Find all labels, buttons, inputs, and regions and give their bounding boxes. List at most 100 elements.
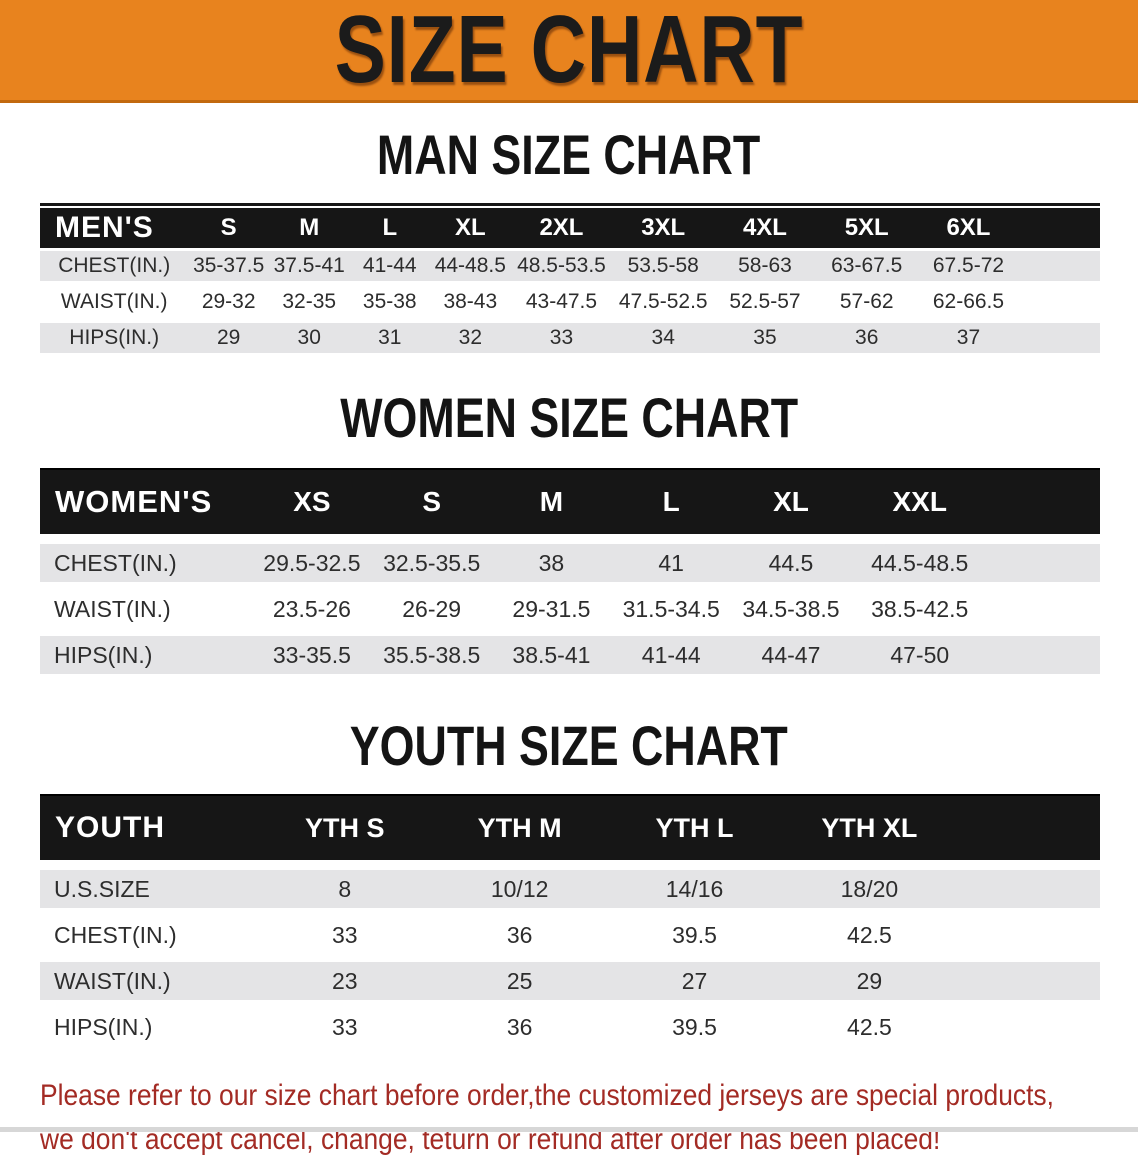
size-value: 32: [430, 320, 511, 356]
size-value: 44-47: [731, 632, 851, 678]
measure-label: HIPS(IN.): [40, 320, 189, 356]
size-value: 62-66.5: [917, 284, 1020, 320]
table-title-cell: WOMEN'S: [40, 468, 253, 540]
size-value: 18/20: [781, 866, 957, 912]
size-column-header: 6XL: [917, 206, 1020, 248]
size-value: 35-38: [349, 284, 431, 320]
spacer-cell: [956, 866, 1100, 912]
spacer-cell: [988, 632, 1100, 678]
size-column-header: XS: [252, 468, 372, 540]
size-value: 37: [917, 320, 1020, 356]
disclaimer-line-2: we don't accept cancel, change, teturn o…: [40, 1123, 941, 1156]
size-value: 39.5: [607, 1004, 782, 1050]
spacer-cell: [988, 468, 1100, 540]
table-title-cell: YOUTH: [40, 794, 258, 866]
size-value: 52.5-57: [714, 284, 816, 320]
spacer-cell: [956, 794, 1100, 866]
men-size-table: MEN'S S M L XL 2XL 3XL 4XL 5XL 6XL CHEST(IN.) 35-3…: [40, 203, 1100, 356]
size-column-header: S: [371, 468, 492, 540]
table-row: WAIST(IN.) 23 25 27 29: [40, 958, 1100, 1004]
size-value: 36: [432, 912, 608, 958]
size-column-header: YTH XL: [781, 794, 957, 866]
size-value: 32-35: [268, 284, 350, 320]
header-row: YOUTH YTH S YTH M YTH L YTH XL: [40, 794, 1100, 866]
size-value: 41-44: [611, 632, 732, 678]
measure-label: CHEST(IN.): [40, 540, 253, 586]
size-value: 53.5-58: [612, 248, 715, 284]
size-value: 48.5-53.5: [510, 248, 613, 284]
size-value: 38.5-42.5: [850, 586, 989, 632]
size-column-header: 3XL: [612, 206, 715, 248]
size-value: 27: [607, 958, 782, 1004]
size-value: 58-63: [714, 248, 816, 284]
men-section: MAN SIZE CHART MEN'S S M L XL 2XL 3XL 4XL 5XL 6XL…: [0, 127, 1138, 356]
size-value: 47.5-52.5: [612, 284, 715, 320]
size-value: 36: [815, 320, 918, 356]
size-value: 35-37.5: [188, 248, 269, 284]
size-value: 23.5-26: [252, 586, 372, 632]
size-value: 43-47.5: [510, 284, 613, 320]
measure-label: HIPS(IN.): [40, 1004, 258, 1050]
size-value: 44.5: [731, 540, 851, 586]
size-value: 35: [714, 320, 816, 356]
size-value: 33: [510, 320, 613, 356]
spacer-cell: [988, 540, 1100, 586]
size-value: 31: [349, 320, 431, 356]
size-value: 30: [268, 320, 350, 356]
size-value: 33-35.5: [252, 632, 372, 678]
women-section-heading-text: WOMEN SIZE CHART: [340, 386, 798, 449]
size-value: 63-67.5: [815, 248, 918, 284]
men-section-heading-text: MAN SIZE CHART: [377, 123, 761, 186]
spacer-cell: [1019, 206, 1100, 248]
size-value: 29-31.5: [491, 586, 612, 632]
size-value: 29: [781, 958, 957, 1004]
size-value: 29: [188, 320, 269, 356]
youth-section-heading: YOUTH SIZE CHART: [0, 718, 1138, 774]
size-column-header: 5XL: [815, 206, 918, 248]
size-value: 29-32: [188, 284, 269, 320]
size-value: 34: [612, 320, 715, 356]
size-value: 10/12: [432, 866, 608, 912]
table-title-cell: MEN'S: [40, 206, 189, 248]
size-value: 32.5-35.5: [371, 540, 492, 586]
women-section-heading: WOMEN SIZE CHART: [0, 390, 1138, 446]
size-column-header: XL: [731, 468, 851, 540]
measure-label: U.S.SIZE: [40, 866, 258, 912]
table-row: WAIST(IN.) 23.5-26 26-29 29-31.5 31.5-34.5 34…: [40, 586, 1100, 632]
size-value: 25: [432, 958, 608, 1004]
banner-title: SIZE CHART: [334, 0, 804, 103]
spacer-cell: [1019, 284, 1100, 320]
size-value: 67.5-72: [917, 248, 1020, 284]
size-value: 42.5: [781, 1004, 957, 1050]
size-value: 57-62: [815, 284, 918, 320]
youth-section: YOUTH SIZE CHART YOUTH YTH S YTH M YTH L YTH…: [0, 718, 1138, 1050]
size-value: 33: [257, 1004, 433, 1050]
table-row: HIPS(IN.) 29 30 31 32 33 34 35 36 37: [40, 320, 1100, 356]
disclaimer-line-1: Please refer to our size chart before or…: [40, 1079, 1054, 1112]
spacer-cell: [956, 912, 1100, 958]
size-value: 23: [257, 958, 433, 1004]
youth-section-heading-text: YOUTH SIZE CHART: [349, 714, 789, 777]
header-row: WOMEN'S XS S M L XL XXL: [40, 468, 1100, 540]
size-value: 47-50: [850, 632, 989, 678]
size-value: 35.5-38.5: [371, 632, 492, 678]
bottom-divider: [0, 1127, 1138, 1132]
measure-label: WAIST(IN.): [40, 586, 253, 632]
table-row: U.S.SIZE 8 10/12 14/16 18/20: [40, 866, 1100, 912]
size-value: 41: [611, 540, 732, 586]
table-row: HIPS(IN.) 33 36 39.5 42.5: [40, 1004, 1100, 1050]
size-chart-banner: SIZE CHART: [0, 0, 1138, 103]
size-value: 8: [257, 866, 433, 912]
size-column-header: XXL: [850, 468, 989, 540]
measure-label: WAIST(IN.): [40, 958, 258, 1004]
disclaimer-note: Please refer to our size chart before or…: [40, 1074, 1138, 1162]
table-row: WAIST(IN.) 29-32 32-35 35-38 38-43 43-47.5 47.…: [40, 284, 1100, 320]
spacer-cell: [956, 958, 1100, 1004]
size-column-header: M: [491, 468, 612, 540]
measure-label: CHEST(IN.): [40, 248, 189, 284]
size-value: 44.5-48.5: [850, 540, 989, 586]
table-row: CHEST(IN.) 33 36 39.5 42.5: [40, 912, 1100, 958]
size-column-header: 4XL: [714, 206, 816, 248]
table-row: CHEST(IN.) 29.5-32.5 32.5-35.5 38 41 44.5 44.5…: [40, 540, 1100, 586]
table-row: CHEST(IN.) 35-37.5 37.5-41 41-44 44-48.5 48.5…: [40, 248, 1100, 284]
